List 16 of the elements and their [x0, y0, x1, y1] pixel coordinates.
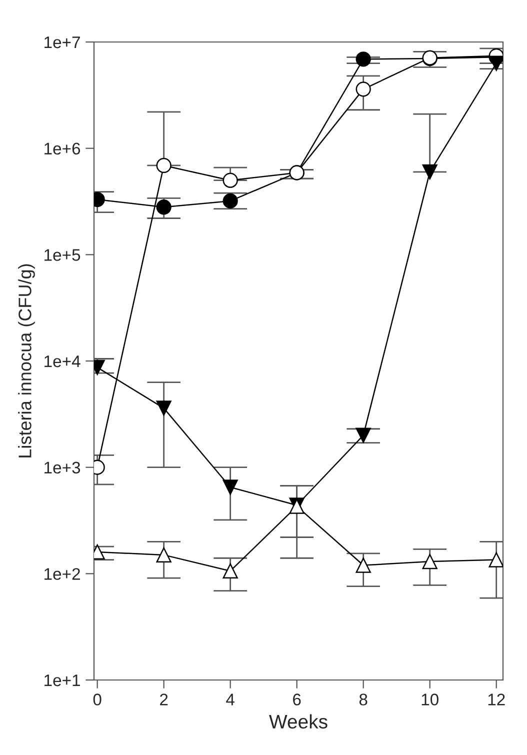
x-axis-title: Weeks: [269, 714, 328, 729]
y-tick-label: 1e+4: [44, 356, 80, 368]
x-tick-label: 12: [488, 694, 505, 706]
y-axis-title: Listeria innocua (CFU/g): [18, 264, 35, 458]
y-tick-label: 1e+5: [44, 249, 80, 261]
x-tick-label: 8: [359, 694, 368, 706]
x-tick-label: 0: [93, 694, 102, 706]
y-tick-label: 1e+2: [44, 568, 80, 580]
y-tick-label: 1e+1: [44, 674, 80, 686]
y-tick-label: 1e+3: [44, 462, 80, 474]
x-tick-label: 6: [293, 694, 301, 706]
x-tick-label: 2: [160, 694, 168, 706]
x-tick-label: 4: [226, 694, 234, 706]
x-tick-label: 10: [422, 694, 438, 706]
y-tick-label: 1e+6: [44, 142, 80, 155]
y-tick-label: 1e+7: [44, 36, 80, 48]
